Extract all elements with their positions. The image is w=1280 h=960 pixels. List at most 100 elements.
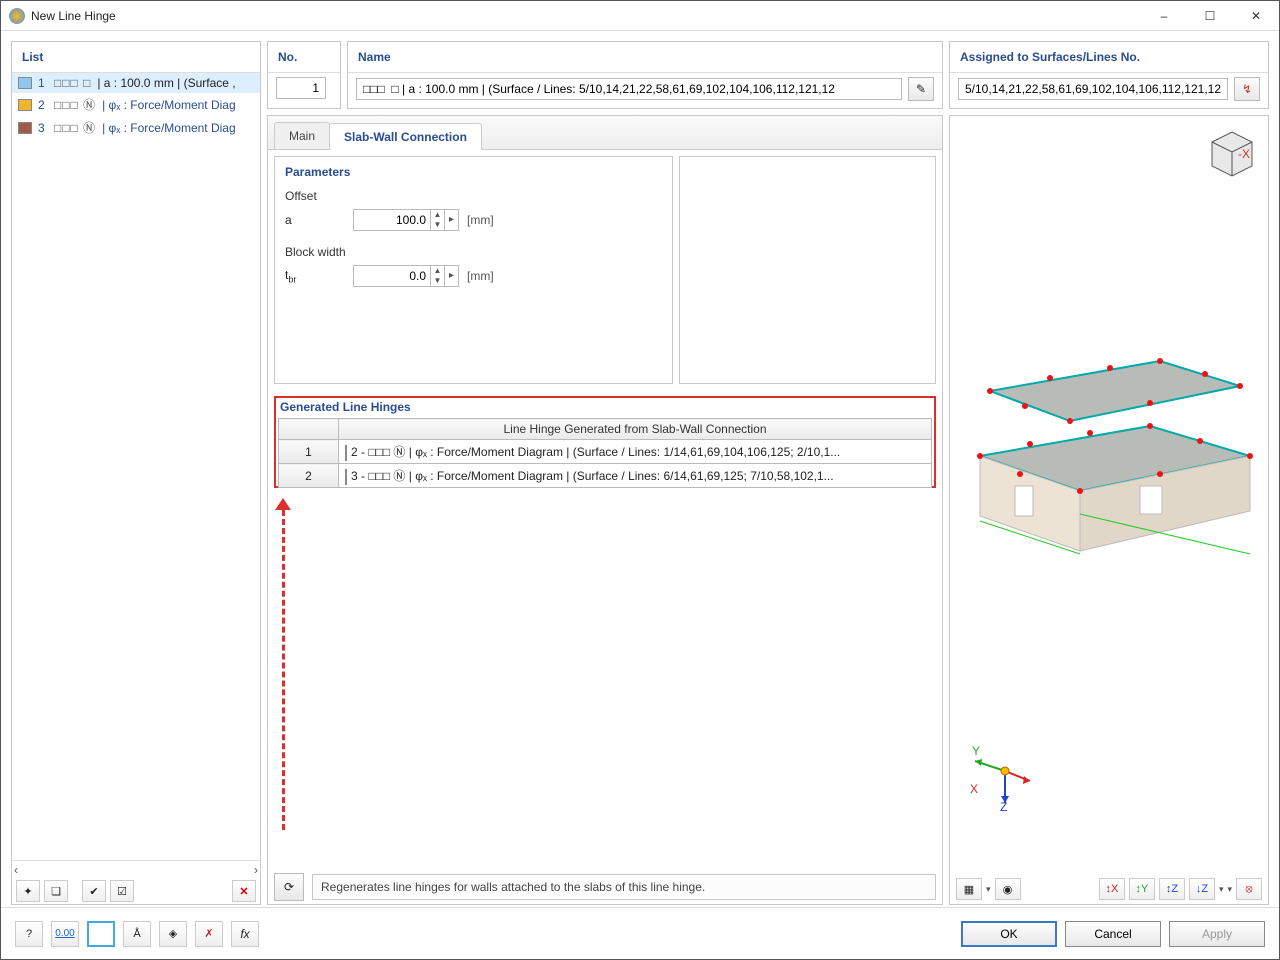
assign-input[interactable]	[958, 78, 1228, 100]
tool-a-button[interactable]: Å	[123, 921, 151, 947]
list-item-num: 3	[38, 121, 48, 135]
a-input[interactable]	[353, 209, 431, 231]
bottom-tools: ? 0.00 Å ◈ ✗ fx	[15, 921, 259, 947]
list-item-sym: □□□ Ⓝ	[54, 96, 96, 113]
color-swatch	[345, 469, 347, 485]
check-button[interactable]: ✔	[82, 880, 106, 902]
close-button[interactable]: ✕	[1233, 1, 1279, 31]
reset-view-button[interactable]: ⦻	[1236, 878, 1262, 900]
window-title: New Line Hinge	[31, 9, 1141, 23]
block-width-label: Block width	[285, 245, 662, 259]
assign-panel: Assigned to Surfaces/Lines No. ↯	[949, 41, 1269, 109]
axis-x-button[interactable]: ↕X	[1099, 878, 1125, 900]
nav-cube-icon[interactable]: -X	[1204, 124, 1260, 180]
bottom-bar: ? 0.00 Å ◈ ✗ fx OK Cancel Apply	[1, 907, 1279, 959]
tool-c-button[interactable]: ✗	[195, 921, 223, 947]
preview-toolbar: ▦ ▾ ◉ ↕X ↕Y ↕Z ↓Z ▾ ▾ ⦻	[956, 878, 1262, 900]
maximize-button[interactable]: ☐	[1187, 1, 1233, 31]
tab-slab-wall[interactable]: Slab-Wall Connection	[329, 123, 482, 150]
content-area: List 1 □□□ □ | a : 100.0 mm | (Surface ,…	[1, 31, 1279, 907]
parameters-box: Parameters Offset a ▲▼ ▸ [mm]	[274, 156, 673, 384]
generated-frame: Generated Line Hinges Line Hinge Generat…	[274, 396, 936, 488]
units-button[interactable]: 0.00	[51, 921, 79, 947]
regenerate-row: ⟳ Regenerates line hinges for walls atta…	[268, 870, 942, 904]
dropdown-icon[interactable]: ▾	[986, 884, 991, 895]
right-column: No. Name ✎ Assigned to Surfaces/Lines No…	[267, 41, 1269, 905]
tbr-unit: [mm]	[467, 269, 494, 283]
gen-th-blank	[279, 419, 339, 440]
titlebar: New Line Hinge – ☐ ✕	[1, 1, 1279, 31]
list-item-num: 2	[38, 98, 48, 112]
tab-main[interactable]: Main	[274, 122, 330, 149]
list-body: 1 □□□ □ | a : 100.0 mm | (Surface , 2 □□…	[12, 73, 260, 860]
tool-fx-button[interactable]: fx	[231, 921, 259, 947]
axis-neg-z-button[interactable]: ↓Z	[1189, 878, 1215, 900]
parameters-row: Parameters Offset a ▲▼ ▸ [mm]	[268, 150, 942, 390]
table-row[interactable]: 1 2 - □□□ Ⓝ | φₓ : Force/Moment Diagram …	[279, 440, 932, 464]
cancel-button[interactable]: Cancel	[1065, 921, 1161, 947]
list-item[interactable]: 3 □□□ Ⓝ | φₓ : Force/Moment Diag	[12, 116, 260, 139]
view-tool-2[interactable]: ◉	[995, 878, 1021, 900]
model-preview[interactable]	[960, 336, 1260, 556]
minimize-button[interactable]: –	[1141, 1, 1187, 31]
svg-text:Y: Y	[972, 744, 980, 758]
tool-b-button[interactable]: ◈	[159, 921, 187, 947]
mid-row: Main Slab-Wall Connection Parameters Off…	[267, 115, 1269, 905]
list-scrollbar[interactable]: ‹›	[12, 860, 260, 878]
view-tool-1[interactable]: ▦	[956, 878, 982, 900]
new-item-button[interactable]: ✦	[16, 880, 40, 902]
axis-z-button[interactable]: ↕Z	[1159, 878, 1185, 900]
a-arrow-button[interactable]: ▸	[445, 209, 459, 231]
apply-button[interactable]: Apply	[1169, 921, 1265, 947]
name-header: Name	[348, 42, 942, 73]
parameters-side-box	[679, 156, 936, 384]
a-label: a	[285, 213, 345, 227]
tbr-spinner[interactable]: ▲▼ ▸	[353, 265, 459, 287]
tabs-panel: Main Slab-Wall Connection Parameters Off…	[267, 115, 943, 905]
left-column: List 1 □□□ □ | a : 100.0 mm | (Surface ,…	[11, 41, 261, 905]
color-swatch	[18, 99, 32, 111]
list-item-text: | a : 100.0 mm | (Surface ,	[97, 76, 235, 90]
color-button[interactable]	[87, 921, 115, 947]
checklist-button[interactable]: ☑	[110, 880, 134, 902]
axis-indicator: Y X Z	[970, 741, 1040, 814]
list-item-sym: □□□ □	[54, 76, 91, 90]
help-button[interactable]: ?	[15, 921, 43, 947]
app-icon	[9, 8, 25, 24]
a-spinner[interactable]: ▲▼ ▸	[353, 209, 459, 231]
svg-text:Z: Z	[1000, 800, 1007, 811]
no-header: No.	[268, 42, 340, 73]
name-input[interactable]	[356, 78, 902, 100]
color-swatch	[345, 445, 347, 461]
edit-name-button[interactable]: ✎	[908, 77, 934, 101]
gen-row-num: 1	[279, 440, 339, 464]
axis-y-button[interactable]: ↕Y	[1129, 878, 1155, 900]
copy-item-button[interactable]: ❏	[44, 880, 68, 902]
delete-button[interactable]: ✕	[232, 880, 256, 902]
regenerate-button[interactable]: ⟳	[274, 873, 304, 901]
regenerate-hint: Regenerates line hinges for walls attach…	[312, 874, 936, 900]
a-unit: [mm]	[467, 213, 494, 227]
table-row[interactable]: 2 3 - □□□ Ⓝ | φₓ : Force/Moment Diagram …	[279, 464, 932, 488]
tbr-label: tbr	[285, 268, 345, 284]
list-item[interactable]: 1 □□□ □ | a : 100.0 mm | (Surface ,	[12, 73, 260, 93]
pick-surfaces-button[interactable]: ↯	[1234, 77, 1260, 101]
tab-body: Parameters Offset a ▲▼ ▸ [mm]	[268, 150, 942, 904]
list-item[interactable]: 2 □□□ Ⓝ | φₓ : Force/Moment Diag	[12, 93, 260, 116]
a-spin-buttons[interactable]: ▲▼	[431, 209, 445, 231]
list-item-sym: □□□ Ⓝ	[54, 119, 96, 136]
preview-panel: -X	[949, 115, 1269, 905]
no-input[interactable]	[276, 77, 326, 99]
tbr-input[interactable]	[353, 265, 431, 287]
offset-label: Offset	[285, 189, 662, 203]
tbr-arrow-button[interactable]: ▸	[445, 265, 459, 287]
gen-row-desc: 2 - □□□ Ⓝ | φₓ : Force/Moment Diagram | …	[339, 440, 932, 464]
header-row: No. Name ✎ Assigned to Surfaces/Lines No…	[267, 41, 1269, 109]
list-item-text: | φₓ : Force/Moment Diag	[102, 121, 236, 135]
generated-table: Line Hinge Generated from Slab-Wall Conn…	[278, 418, 932, 488]
tab-strip: Main Slab-Wall Connection	[268, 116, 942, 150]
dropdown-icon[interactable]: ▾	[1227, 884, 1232, 895]
dropdown-icon[interactable]: ▾	[1219, 884, 1224, 895]
tbr-spin-buttons[interactable]: ▲▼	[431, 265, 445, 287]
ok-button[interactable]: OK	[961, 921, 1057, 947]
